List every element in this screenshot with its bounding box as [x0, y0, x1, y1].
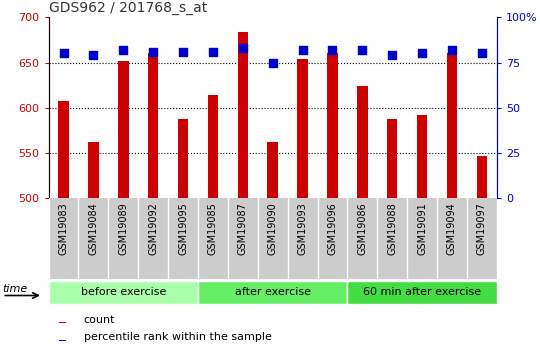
Point — [89, 52, 98, 58]
Text: GSM19094: GSM19094 — [447, 203, 457, 255]
Text: GSM19085: GSM19085 — [208, 203, 218, 255]
Point — [119, 47, 127, 52]
Bar — [178, 119, 188, 198]
Bar — [357, 86, 368, 198]
Text: GSM19084: GSM19084 — [89, 203, 98, 255]
Bar — [59, 340, 66, 341]
Bar — [417, 115, 427, 198]
Text: GSM19087: GSM19087 — [238, 203, 248, 255]
Bar — [347, 281, 497, 304]
Text: GSM19086: GSM19086 — [357, 203, 367, 255]
Bar — [58, 101, 69, 198]
Text: time: time — [3, 284, 28, 294]
Bar — [447, 53, 457, 198]
Point — [477, 51, 486, 56]
Point — [388, 52, 396, 58]
Text: percentile rank within the sample: percentile rank within the sample — [84, 333, 272, 343]
Bar — [88, 142, 99, 198]
Bar — [267, 142, 278, 198]
Bar — [208, 95, 218, 198]
Bar — [238, 32, 248, 198]
Text: GSM19096: GSM19096 — [327, 203, 338, 255]
Text: GSM19083: GSM19083 — [58, 203, 69, 255]
Bar — [298, 59, 308, 198]
Text: GSM19095: GSM19095 — [178, 203, 188, 255]
Text: GSM19088: GSM19088 — [387, 203, 397, 255]
Point — [298, 47, 307, 52]
Point — [268, 60, 277, 65]
Point — [179, 49, 187, 55]
Text: GSM19089: GSM19089 — [118, 203, 129, 255]
Text: 60 min after exercise: 60 min after exercise — [363, 287, 481, 297]
Point — [328, 47, 337, 52]
Point — [358, 47, 367, 52]
Point — [208, 49, 217, 55]
Bar — [477, 156, 487, 198]
Text: before exercise: before exercise — [80, 287, 166, 297]
Bar — [198, 281, 347, 304]
Point — [59, 51, 68, 56]
Text: GSM19097: GSM19097 — [477, 203, 487, 255]
Text: GSM19092: GSM19092 — [148, 203, 158, 255]
Point — [149, 49, 158, 55]
Text: after exercise: after exercise — [235, 287, 310, 297]
Bar — [148, 53, 158, 198]
Bar — [118, 61, 129, 198]
Text: GSM19093: GSM19093 — [298, 203, 308, 255]
Bar — [327, 53, 338, 198]
Text: GSM19091: GSM19091 — [417, 203, 427, 255]
Text: count: count — [84, 315, 115, 325]
Point — [448, 47, 456, 52]
Bar — [387, 119, 397, 198]
Text: GSM19090: GSM19090 — [268, 203, 278, 255]
Point — [418, 51, 427, 56]
Point — [239, 45, 247, 51]
Bar — [49, 281, 198, 304]
Text: GDS962 / 201768_s_at: GDS962 / 201768_s_at — [49, 1, 207, 15]
